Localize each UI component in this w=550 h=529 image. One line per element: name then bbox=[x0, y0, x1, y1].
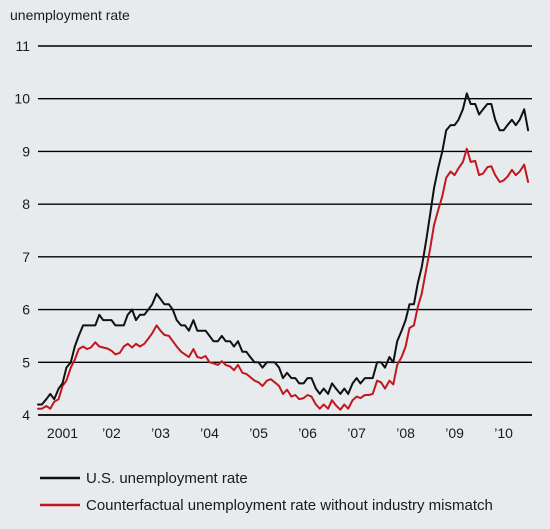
y-tick-label: 5 bbox=[22, 354, 30, 370]
x-tick-label: ’10 bbox=[494, 425, 513, 441]
y-tick-label: 11 bbox=[15, 38, 30, 54]
x-tick-label: 2001 bbox=[47, 425, 78, 441]
legend-label: Counterfactual unemployment rate without… bbox=[86, 497, 493, 514]
x-tick-label: ’06 bbox=[298, 425, 317, 441]
x-tick-label: ’02 bbox=[102, 425, 121, 441]
series-line-counterfactual bbox=[37, 147, 530, 411]
y-axis-label: unemployment rate bbox=[10, 7, 130, 23]
gridline-group bbox=[38, 45, 532, 416]
series-line-group bbox=[37, 92, 530, 411]
y-tick-label: 4 bbox=[22, 407, 30, 423]
legend-label: U.S. unemployment rate bbox=[86, 470, 248, 487]
legend: U.S. unemployment rate Counterfactual une… bbox=[40, 470, 493, 514]
series-line-us-unemployment bbox=[37, 92, 530, 406]
x-tick-label: ’08 bbox=[396, 425, 415, 441]
x-tick-label: ’05 bbox=[249, 425, 268, 441]
y-tick-label: 10 bbox=[14, 91, 30, 107]
x-tick-label: ’04 bbox=[200, 425, 219, 441]
y-tick-group: 4 5 6 7 8 9 10 11 bbox=[14, 38, 30, 423]
x-tick-label: ’07 bbox=[347, 425, 366, 441]
x-tick-label: ’09 bbox=[445, 425, 464, 441]
y-tick-label: 9 bbox=[22, 143, 30, 159]
x-tick-group: 2001 ’02 ’03 ’04 ’05 ’06 ’07 ’08 ’09 ’10 bbox=[47, 425, 513, 441]
y-tick-label: 6 bbox=[22, 302, 30, 318]
x-tick-label: ’03 bbox=[151, 425, 170, 441]
y-tick-label: 8 bbox=[22, 196, 30, 212]
y-tick-label: 7 bbox=[22, 249, 30, 265]
